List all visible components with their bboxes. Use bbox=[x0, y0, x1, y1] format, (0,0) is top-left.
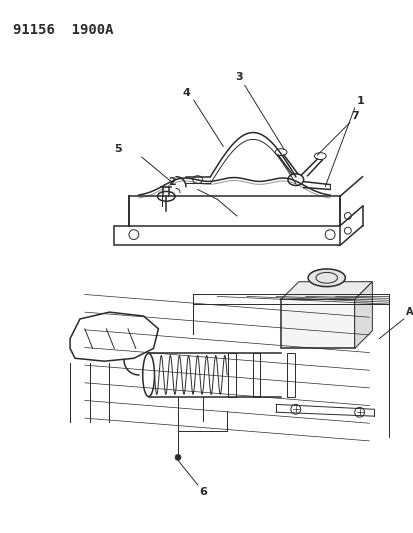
Ellipse shape bbox=[142, 353, 154, 397]
Text: 1: 1 bbox=[356, 96, 363, 106]
Ellipse shape bbox=[314, 152, 325, 159]
Text: 6: 6 bbox=[199, 487, 207, 497]
Ellipse shape bbox=[275, 149, 286, 156]
Circle shape bbox=[290, 405, 300, 414]
Text: A: A bbox=[405, 307, 412, 317]
Circle shape bbox=[175, 455, 180, 461]
Text: 91156  1900A: 91156 1900A bbox=[13, 22, 114, 37]
Text: 5: 5 bbox=[114, 144, 122, 154]
Ellipse shape bbox=[307, 269, 344, 287]
FancyBboxPatch shape bbox=[280, 300, 354, 349]
Ellipse shape bbox=[157, 191, 175, 201]
Text: 4: 4 bbox=[183, 88, 190, 98]
Circle shape bbox=[354, 407, 363, 417]
Ellipse shape bbox=[287, 174, 303, 185]
Text: 3: 3 bbox=[235, 72, 242, 83]
Text: 7: 7 bbox=[351, 111, 358, 121]
Ellipse shape bbox=[192, 176, 202, 183]
Text: 2: 2 bbox=[168, 177, 176, 188]
Polygon shape bbox=[280, 282, 371, 300]
Polygon shape bbox=[354, 282, 371, 349]
